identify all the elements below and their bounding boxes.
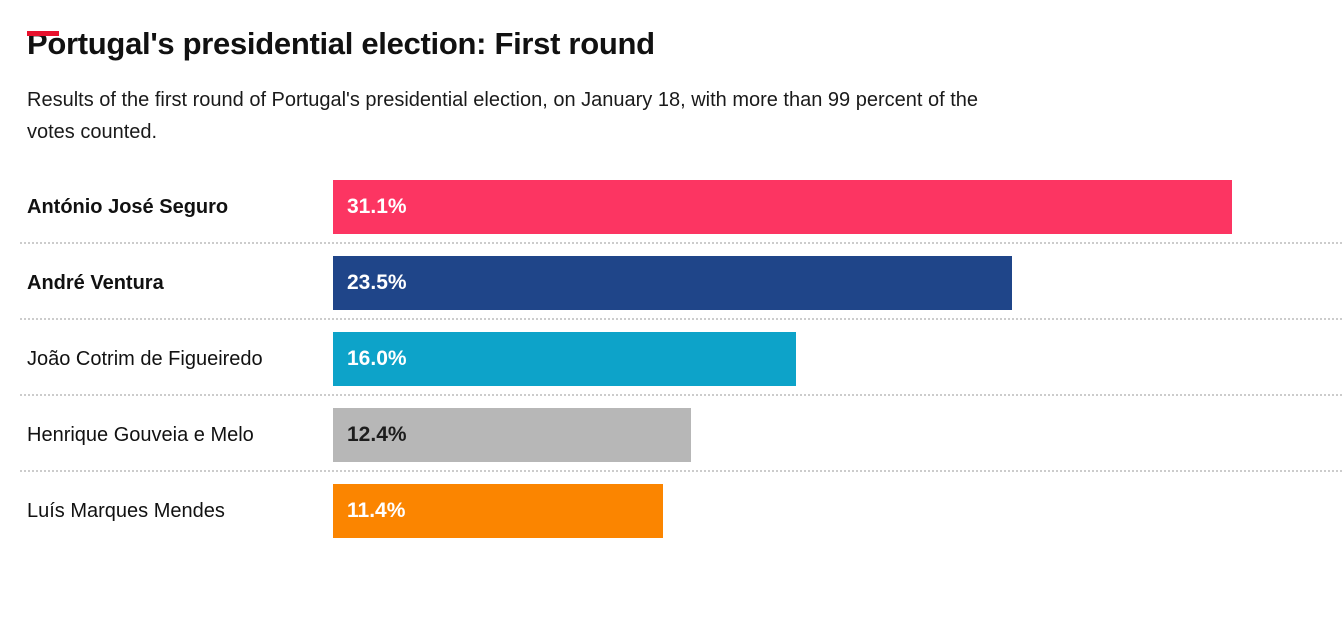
row-separator [20, 242, 1342, 244]
bar-track: 16.0% [333, 332, 1342, 386]
result-value-label: 11.4% [347, 499, 406, 522]
bar-track: 11.4% [333, 484, 1342, 538]
candidate-name: Henrique Gouveia e Melo [27, 423, 254, 446]
candidate-name: Luís Marques Mendes [27, 499, 225, 522]
bar-row: António José Seguro 31.1% [27, 180, 1342, 234]
result-bar: 31.1% [333, 180, 1232, 234]
bar-track: 23.5% [333, 256, 1342, 310]
candidate-name: André Ventura [27, 271, 164, 294]
row-separator [20, 318, 1342, 320]
result-bar: 16.0% [333, 332, 796, 386]
candidate-name: João Cotrim de Figueiredo [27, 347, 263, 370]
chart-card: Portugal's presidential election: First … [0, 26, 1342, 634]
result-bar: 11.4% [333, 484, 663, 538]
result-value-label: 23.5% [347, 271, 407, 294]
bar-track: 12.4% [333, 408, 1342, 462]
result-value-label: 12.4% [347, 423, 407, 446]
bar-row: Luís Marques Mendes 11.4% [27, 484, 1342, 538]
result-bar: 12.4% [333, 408, 691, 462]
chart-subtitle: Results of the first round of Portugal's… [27, 84, 1342, 148]
bar-row: André Ventura 23.5% [27, 256, 1342, 310]
bar-track: 31.1% [333, 180, 1342, 234]
row-separator [20, 394, 1342, 396]
chart-title: Portugal's presidential election: First … [27, 26, 655, 61]
candidate-name: António José Seguro [27, 195, 229, 218]
headline-accent-dash [27, 31, 59, 36]
row-separator [20, 470, 1342, 472]
bar-row: Henrique Gouveia e Melo 12.4% [27, 408, 1342, 462]
chart-subtitle-line-1: Results of the first round of Portugal's… [27, 89, 979, 111]
bar-row: João Cotrim de Figueiredo 16.0% [27, 332, 1342, 386]
chart-subtitle-line-2: votes counted. [27, 121, 158, 143]
bar-chart: António José Seguro 31.1% André Ventura 23.… [20, 180, 1342, 538]
result-value-label: 31.1% [347, 195, 407, 218]
result-value-label: 16.0% [347, 347, 407, 370]
result-bar: 23.5% [333, 256, 1012, 310]
